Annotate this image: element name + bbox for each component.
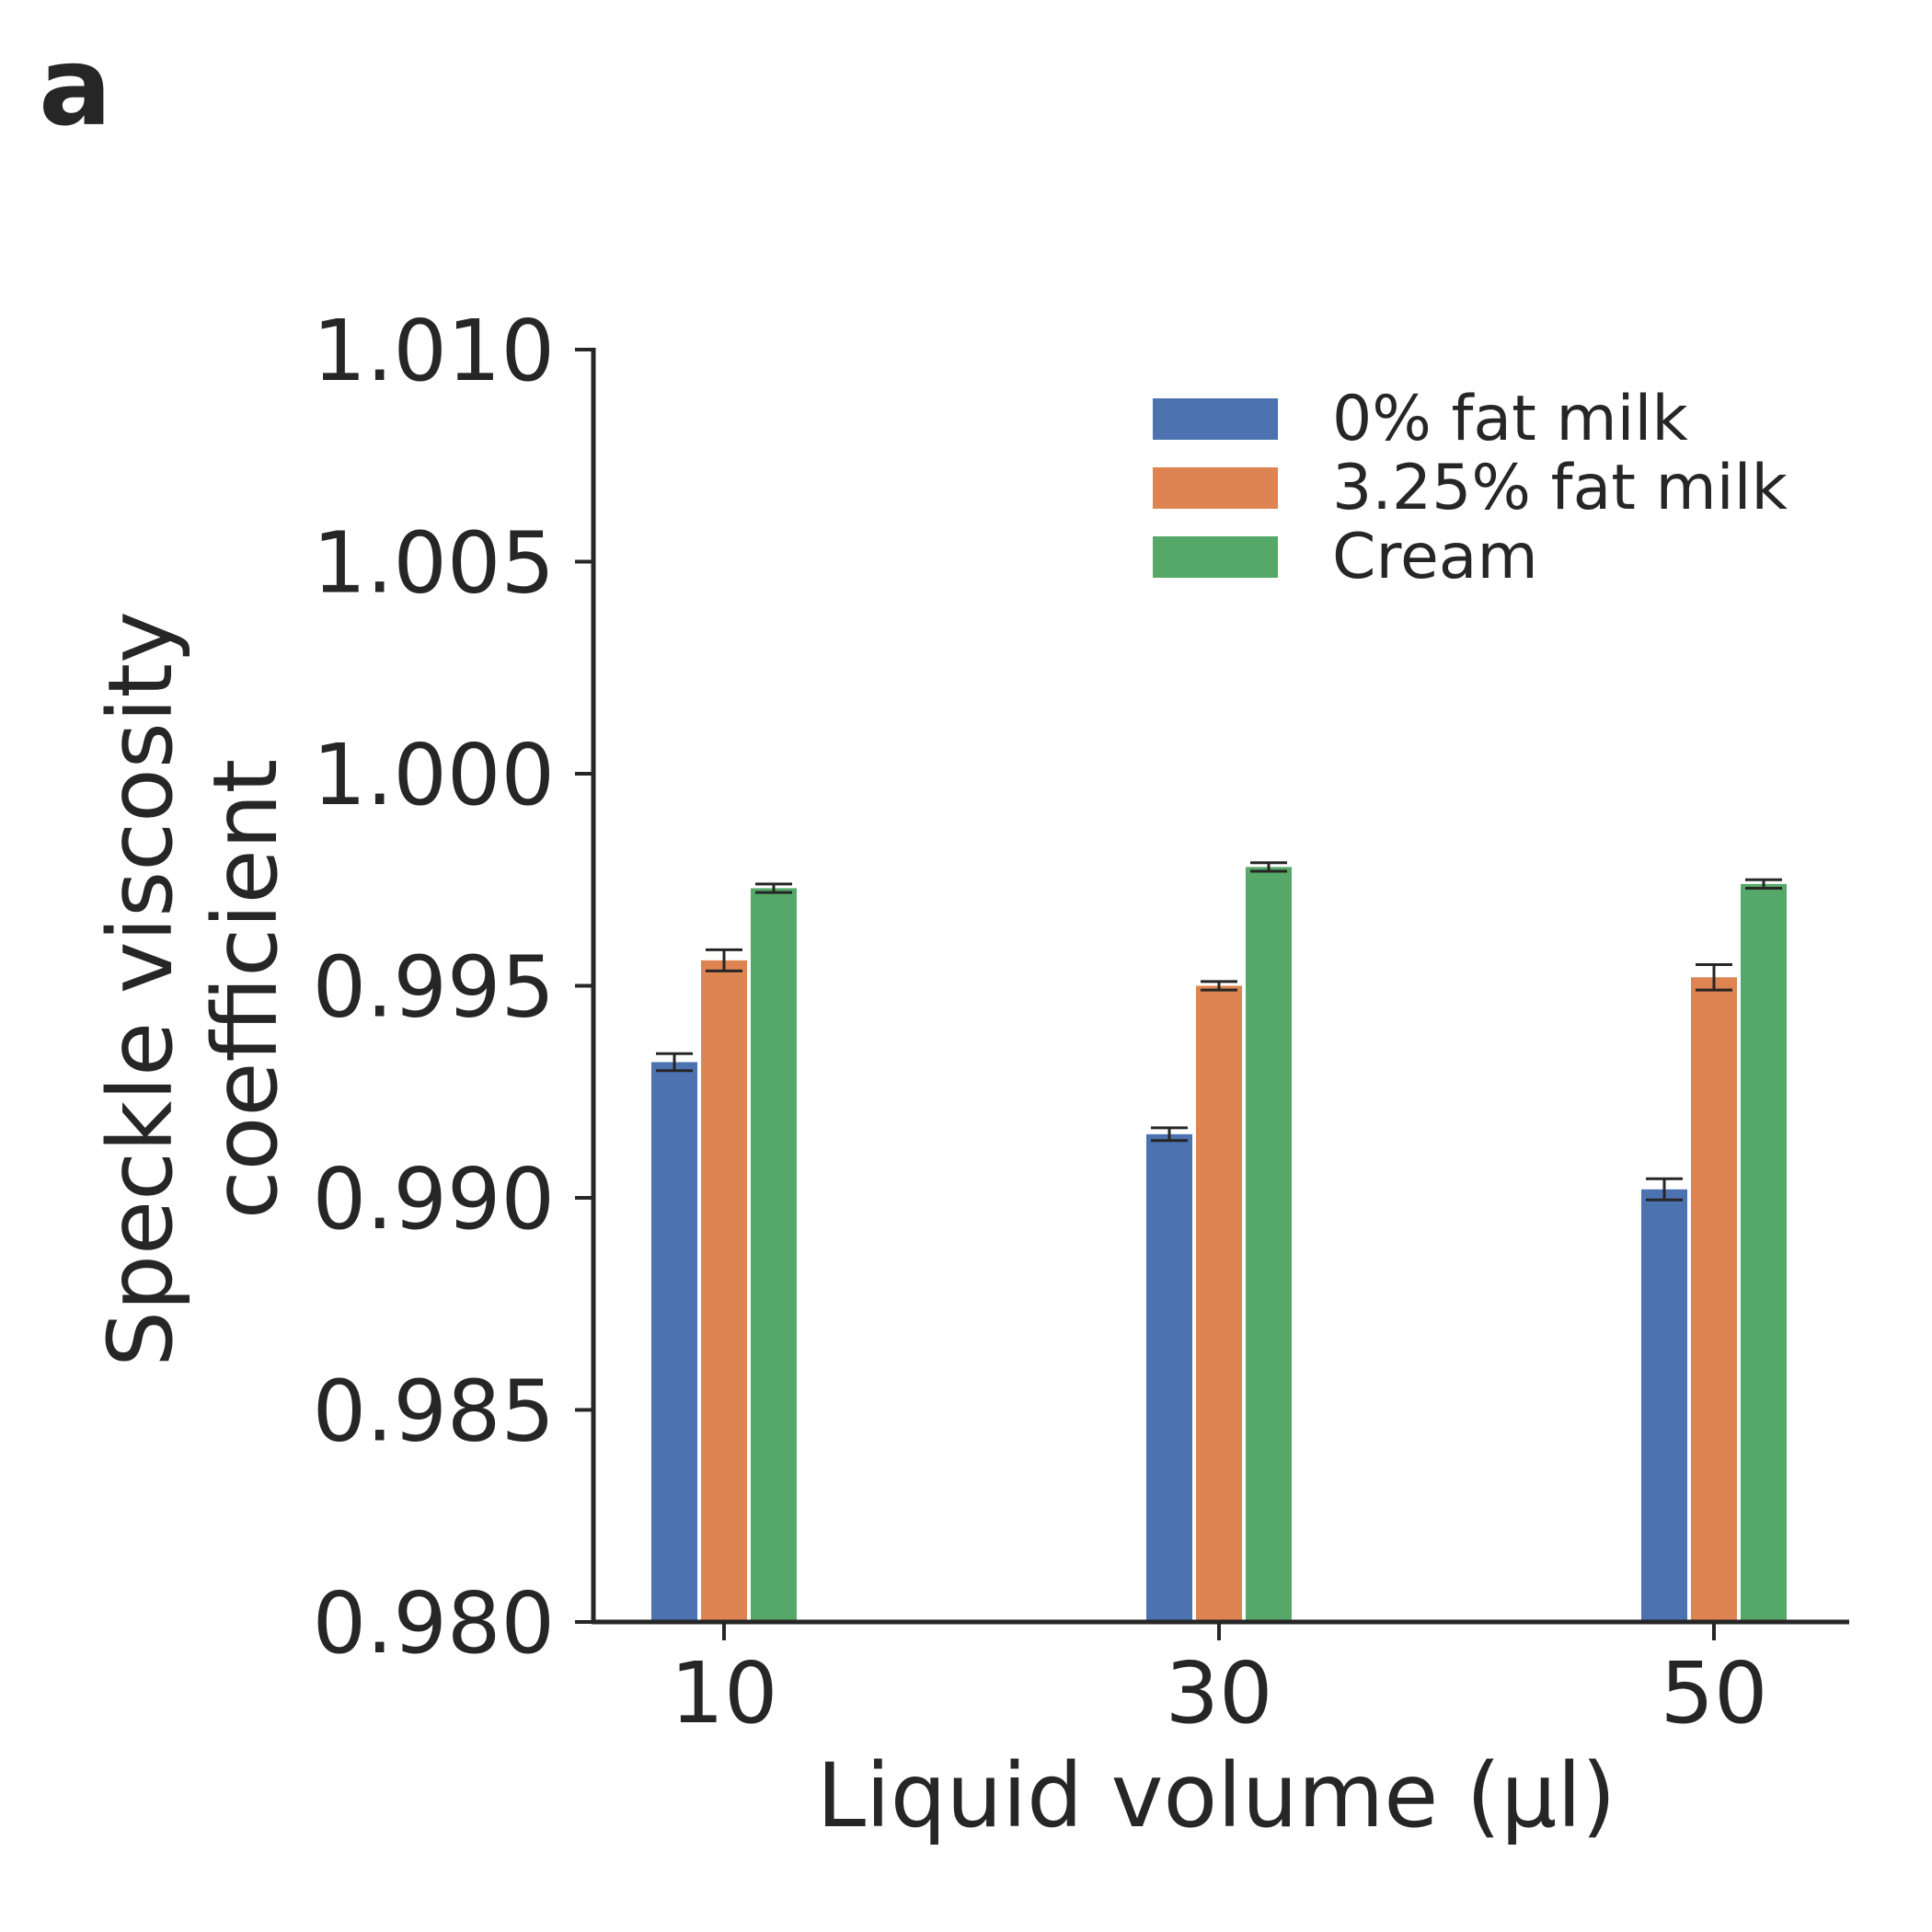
y-tick-label: 1.000 — [313, 726, 555, 824]
x-tick-label: 50 — [1660, 1644, 1767, 1742]
y-axis-title-line-2: coefficient — [194, 759, 297, 1219]
y-axis-title: Speckle viscosity coefficient — [89, 611, 297, 1367]
y-tick-label: 0.990 — [313, 1150, 555, 1248]
error-bar — [1250, 861, 1287, 873]
bar-3-25-fat-milk-50 — [1691, 977, 1737, 1622]
legend-item: Cream — [1153, 521, 1538, 593]
legend-label: 0% fat milk — [1332, 383, 1688, 455]
error-bar — [1646, 1177, 1683, 1202]
bar-cream-50 — [1741, 883, 1787, 1622]
legend-swatch — [1153, 398, 1278, 440]
legend-swatch — [1153, 467, 1278, 509]
bar-0-fat-milk-50 — [1641, 1189, 1687, 1622]
error-bar — [656, 1052, 693, 1073]
y-tick-label: 0.985 — [313, 1363, 555, 1461]
axes: 10 30 50 — [591, 348, 1849, 1742]
legend-item: 3.25% fat milk — [1153, 452, 1788, 524]
x-tick-label: 30 — [1165, 1644, 1272, 1742]
legend-item: 0% fat milk — [1153, 383, 1688, 455]
bars — [651, 861, 1787, 1622]
bar-cream-30 — [1246, 867, 1292, 1622]
bar-3-25-fat-milk-10 — [701, 960, 747, 1622]
error-bar — [755, 882, 792, 894]
error-bar — [1151, 1126, 1188, 1143]
x-axis-title: Liquid volume (µl) — [817, 1744, 1616, 1847]
y-tick-label: 1.010 — [313, 302, 555, 400]
x-tick-label: 10 — [670, 1644, 777, 1742]
y-tick-label: 0.995 — [313, 938, 555, 1037]
legend-label: Cream — [1332, 521, 1538, 593]
bar-cream-10 — [751, 888, 797, 1622]
error-bar — [1201, 980, 1237, 992]
y-axis: 0.980 0.985 0.990 0.995 1.000 1.005 1.010 — [313, 302, 593, 1673]
error-bar — [1745, 878, 1782, 890]
bar-0-fat-milk-30 — [1146, 1133, 1192, 1622]
legend-swatch — [1153, 536, 1278, 578]
panel-label: a — [39, 23, 112, 150]
legend-label: 3.25% fat milk — [1332, 452, 1788, 524]
error-bar — [706, 948, 742, 972]
y-tick-label: 0.980 — [313, 1574, 555, 1673]
bar-3-25-fat-milk-30 — [1196, 985, 1242, 1622]
error-bar — [1696, 962, 1732, 992]
y-axis-title-line-1: Speckle viscosity — [89, 611, 192, 1367]
bar-0-fat-milk-10 — [651, 1062, 697, 1622]
y-tick-label: 1.005 — [313, 514, 555, 613]
